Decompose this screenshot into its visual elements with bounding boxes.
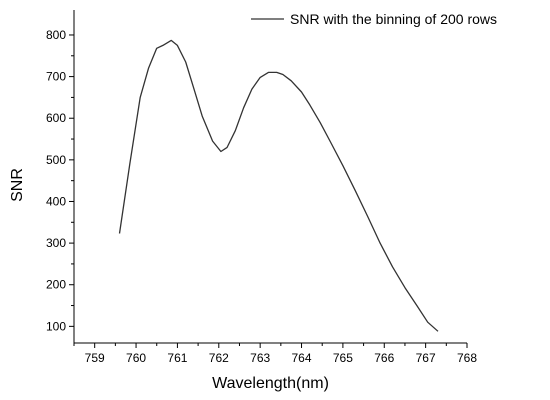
x-tick-label: 759 <box>85 351 105 365</box>
x-tick-label: 761 <box>167 351 187 365</box>
x-tick-label: 767 <box>416 351 436 365</box>
y-tick-label: 500 <box>46 153 66 167</box>
series-line-0 <box>118 39 439 332</box>
y-tick-label: 700 <box>46 70 66 84</box>
y-tick-label: 400 <box>46 194 66 208</box>
x-tick-label: 762 <box>209 351 229 365</box>
x-tick-label: 760 <box>126 351 146 365</box>
x-tick-label: 768 <box>457 351 477 365</box>
legend-label: SNR with the binning of 200 rows <box>290 11 497 27</box>
y-tick-label: 800 <box>46 28 66 42</box>
y-axis-title: SNR <box>9 168 26 202</box>
x-tick-label: 766 <box>374 351 394 365</box>
legend: SNR with the binning of 200 rows <box>251 11 497 27</box>
x-tick-label: 765 <box>333 351 353 365</box>
y-axis: 100 200 300 400 500 600 700 800 <box>46 10 75 343</box>
y-tick-label: 300 <box>46 236 66 250</box>
x-tick-label: 764 <box>292 351 312 365</box>
x-tick-label: 763 <box>250 351 270 365</box>
x-axis: 759 760 761 762 763 764 765 766 767 768 <box>73 342 477 365</box>
y-tick-label: 200 <box>46 278 66 292</box>
y-tick-label: 600 <box>46 111 66 125</box>
series-layer <box>118 39 439 332</box>
x-axis-title: Wavelength(nm) <box>212 375 329 392</box>
y-tick-label: 100 <box>46 319 66 333</box>
